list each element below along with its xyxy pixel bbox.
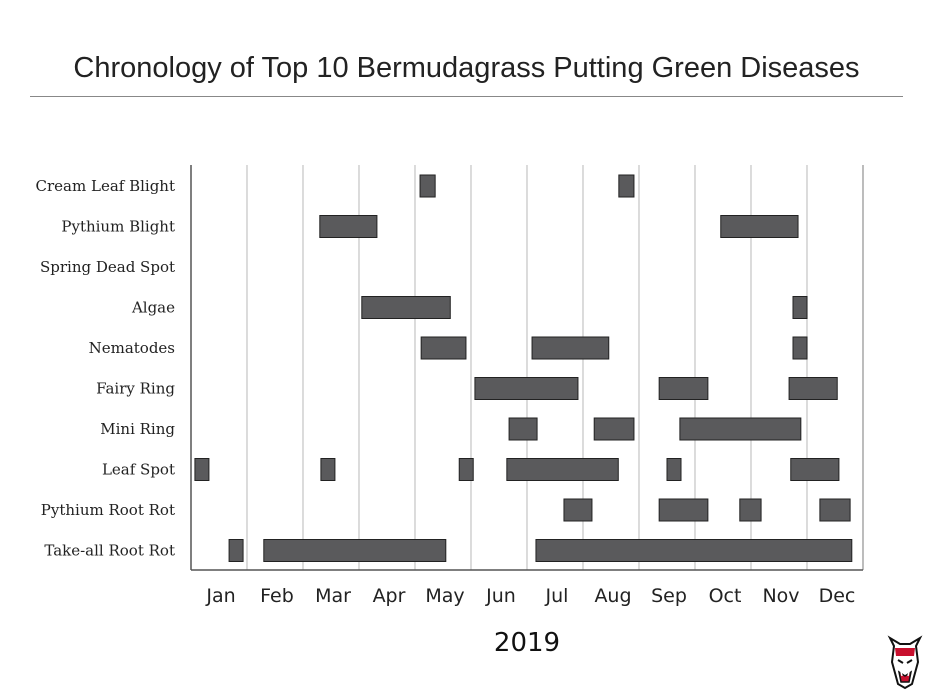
category-label: Fairy Ring	[96, 380, 175, 398]
gantt-bar	[263, 539, 447, 562]
gantt-bar	[658, 377, 709, 400]
x-tick-label: May	[425, 585, 464, 607]
category-label: Cream Leaf Blight	[36, 177, 175, 195]
gantt-bar	[419, 174, 436, 198]
gantt-bar	[194, 458, 210, 481]
x-tick-label: Mar	[315, 585, 351, 607]
gantt-bar	[535, 539, 853, 562]
gantt-bar	[506, 458, 619, 481]
gantt-bar	[658, 498, 709, 522]
x-tick-label: Jul	[545, 585, 569, 607]
gantt-bar	[563, 498, 593, 522]
category-label: Pythium Root Rot	[41, 501, 175, 519]
gantt-bar	[788, 377, 838, 400]
title-divider	[30, 96, 903, 97]
gantt-bar	[508, 417, 538, 441]
gantt-bar	[790, 458, 840, 481]
x-tick-label: Nov	[762, 585, 799, 607]
gantt-bar	[458, 458, 474, 481]
x-tick-label: Feb	[260, 585, 294, 607]
gantt-bar	[228, 539, 244, 562]
category-label: Pythium Blight	[61, 218, 175, 236]
gantt-bar	[666, 458, 682, 481]
x-tick-label: Apr	[373, 585, 406, 607]
gantt-bar	[319, 215, 378, 238]
gantt-bar	[531, 336, 610, 360]
gantt-bar	[720, 215, 799, 238]
gantt-bar	[792, 336, 808, 360]
gantt-bar	[593, 417, 635, 441]
category-label: Take-all Root Rot	[44, 542, 175, 560]
gantt-bar	[792, 296, 808, 319]
category-label: Spring Dead Spot	[40, 258, 175, 276]
gantt-bar	[320, 458, 336, 481]
gantt-bar	[679, 417, 802, 441]
x-axis-label: 2019	[494, 628, 560, 658]
x-tick-label: Jan	[205, 585, 235, 607]
gantt-bar	[618, 174, 635, 198]
category-label: Algae	[131, 299, 175, 317]
gantt-bar	[819, 498, 851, 522]
gantt-bar	[739, 498, 762, 522]
x-tick-label: Dec	[819, 585, 856, 607]
x-tick-label: Sep	[651, 585, 687, 607]
category-label: Mini Ring	[100, 420, 175, 438]
gantt-bar	[420, 336, 467, 360]
gantt-bar	[474, 377, 579, 400]
x-tick-label: Jun	[485, 585, 516, 607]
x-tick-label: Aug	[594, 585, 631, 607]
chart-title: Chronology of Top 10 Bermudagrass Puttin…	[73, 52, 860, 84]
gantt-bar	[361, 296, 451, 319]
x-tick-label: Oct	[709, 585, 742, 607]
category-label: Nematodes	[89, 339, 175, 357]
wolf-mascot-logo	[887, 635, 923, 690]
category-label: Leaf Spot	[102, 461, 175, 479]
